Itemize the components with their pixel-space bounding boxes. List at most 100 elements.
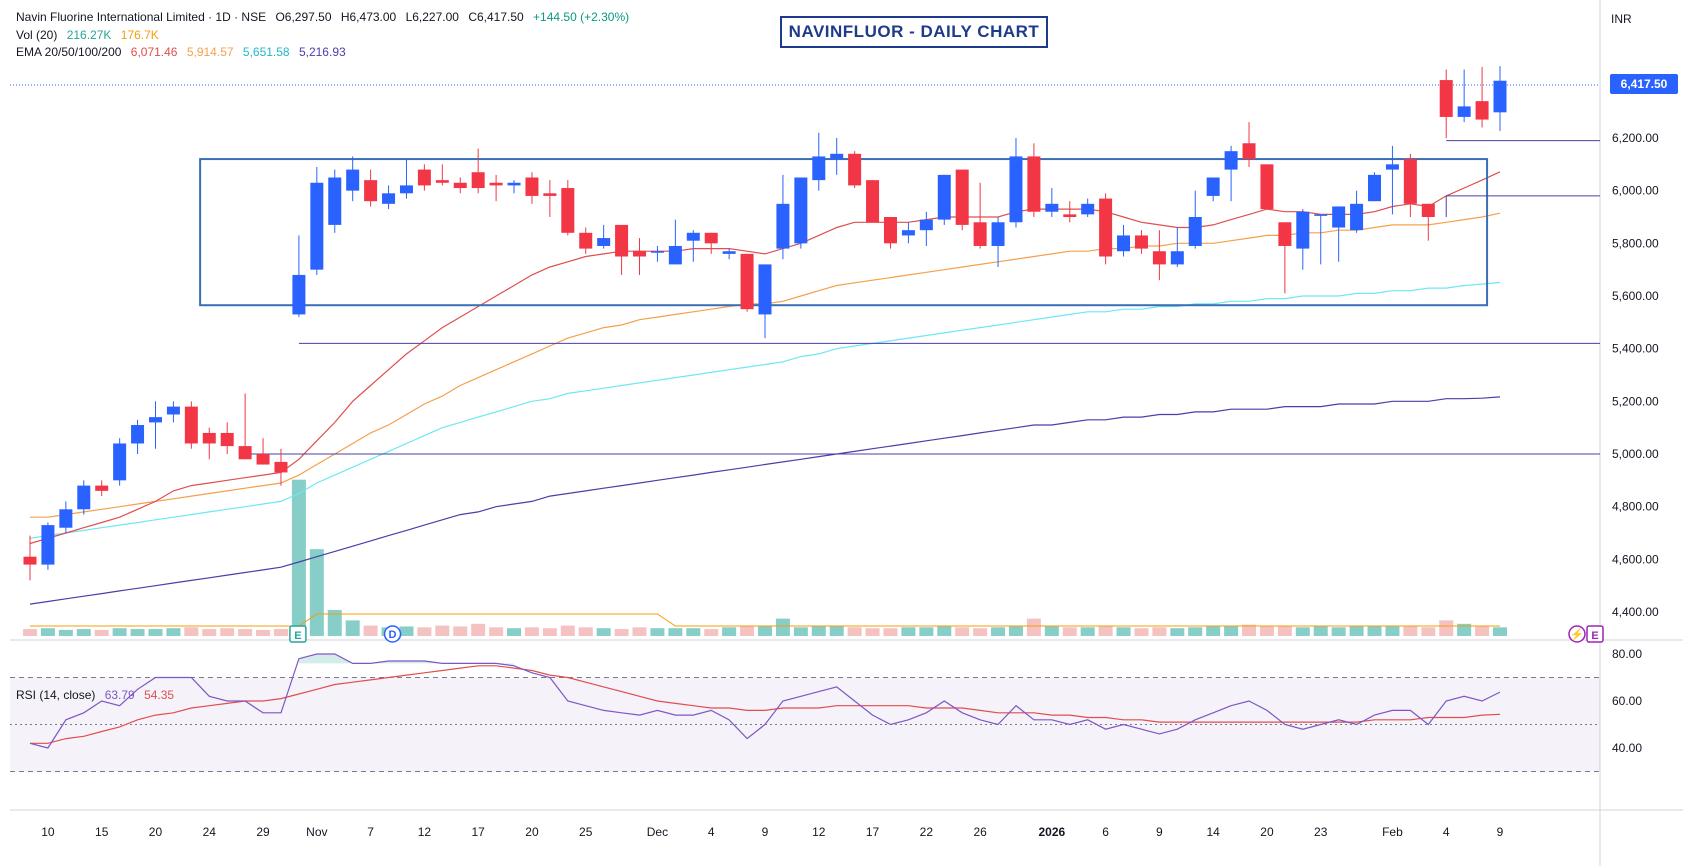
candle-body (973, 222, 987, 246)
candle-body (399, 185, 413, 194)
volume-bar (1367, 625, 1382, 636)
candle-body (113, 443, 127, 481)
volume-bar (327, 609, 342, 636)
volume-bar (883, 628, 898, 636)
volume-bars (23, 479, 1507, 636)
volume-bar (919, 627, 934, 636)
candle-body (525, 177, 539, 196)
ema200-line (29, 396, 1501, 605)
dividend-marker-label: D (389, 629, 397, 641)
price-tick-label: 4,600.00 (1612, 552, 1659, 566)
volume-bar (1224, 625, 1239, 636)
time-tick-label: Nov (306, 825, 327, 839)
candle-body (848, 153, 862, 186)
candle-body (1027, 156, 1041, 212)
candle-body (166, 406, 180, 415)
candle-body (812, 156, 826, 181)
volume-bar (256, 629, 271, 636)
candle-body (1009, 156, 1023, 223)
currency-label: INR (1611, 12, 1632, 26)
candle-body (1045, 203, 1059, 212)
open-value: O6,297.50 (275, 10, 332, 24)
rsi-legend[interactable]: RSI (14, close) 63.79 54.35 (16, 688, 174, 702)
volume-bar (94, 629, 109, 636)
volume-bar (973, 628, 988, 636)
candle-body (794, 177, 808, 244)
candle-body (633, 251, 647, 257)
candle-body (1117, 235, 1131, 252)
volume-bar (991, 627, 1006, 636)
range-box (199, 140, 1600, 455)
ema20-line (29, 171, 1501, 545)
time-tick-label: 20 (525, 825, 539, 839)
volume-bar (937, 626, 952, 636)
volume-bar (1421, 627, 1436, 636)
candle-body (346, 169, 360, 191)
volume-bar (704, 629, 719, 636)
volume-bar (847, 627, 862, 636)
time-tick-label: Feb (1382, 825, 1403, 839)
price-axis[interactable]: 4,400.00 4,600.00 4,800.00 5,000.00 5,200.00… (1612, 131, 1659, 755)
rsi-line (29, 653, 1501, 749)
candle-body (77, 485, 91, 510)
ema-legend[interactable]: EMA 20/50/100/200 6,071.46 5,914.57 5,65… (16, 45, 352, 59)
volume-ma-line (30, 613, 1500, 627)
ema-label: EMA 20/50/100/200 (16, 45, 122, 59)
time-axis[interactable]: 10 15 20 24 29 Nov 7 12 17 20 25 Dec 4 9 12 17 22 26 2026 6… (41, 825, 1503, 839)
candle-body (471, 172, 485, 189)
candle-body (597, 238, 611, 246)
time-tick-label: 9 (1497, 825, 1504, 839)
time-tick-label: 14 (1206, 825, 1220, 839)
time-tick-label: 17 (471, 825, 485, 839)
candle-body (1188, 217, 1202, 246)
price-tick-label: 5,800.00 (1612, 236, 1659, 250)
candle-body (722, 251, 736, 254)
volume-bar (793, 627, 808, 636)
volume-bar (560, 625, 575, 636)
time-tick-label: 24 (203, 825, 217, 839)
volume-bar (722, 627, 737, 636)
candle-body (1206, 177, 1220, 196)
candle-body (95, 485, 109, 491)
volume-bar (811, 625, 826, 636)
candle-body (615, 224, 629, 257)
candle-body (937, 174, 951, 220)
earnings-marker (289, 625, 307, 643)
volume-ma: 176.7K (120, 28, 159, 42)
candle-body (1296, 211, 1310, 249)
candle-body (1403, 159, 1417, 204)
candle-body (830, 153, 844, 160)
chart-title: NAVINFLUOR - DAILY CHART (780, 16, 1048, 48)
time-tick-label: 6 (1102, 825, 1109, 839)
volume-legend[interactable]: Vol (20) 216.27K 176.7K (16, 28, 165, 42)
candle-body (148, 417, 162, 423)
dividend-marker (383, 625, 402, 643)
volume-bar (865, 628, 880, 636)
volume-bar (1331, 627, 1346, 636)
volume-bar (1349, 626, 1364, 636)
price-tick-label: 6,200.00 (1612, 131, 1659, 145)
rsi-ma-line (30, 665, 1501, 744)
volume-bar (524, 627, 539, 636)
candle-body (955, 169, 969, 225)
candle-body (1152, 251, 1166, 265)
volume-bar (758, 625, 772, 636)
price-tick-label: 6,000.00 (1612, 184, 1659, 198)
candle-body (1099, 198, 1113, 257)
candle-body (1457, 106, 1471, 117)
candle-body (1421, 203, 1435, 217)
candle-body (382, 193, 396, 204)
volume-bar (1080, 627, 1095, 636)
volume-bar (273, 629, 288, 636)
candles[interactable] (23, 66, 1507, 581)
candle-body (131, 425, 145, 444)
volume-bar (76, 629, 91, 636)
volume-bar (291, 479, 306, 636)
time-tick-label: 7 (367, 825, 374, 839)
event-markers[interactable]: E D ⚡ E (289, 625, 1604, 643)
candle-body (489, 182, 503, 186)
flash-icon (1568, 625, 1586, 643)
volume-bar (829, 626, 844, 636)
candle-body (776, 203, 790, 249)
